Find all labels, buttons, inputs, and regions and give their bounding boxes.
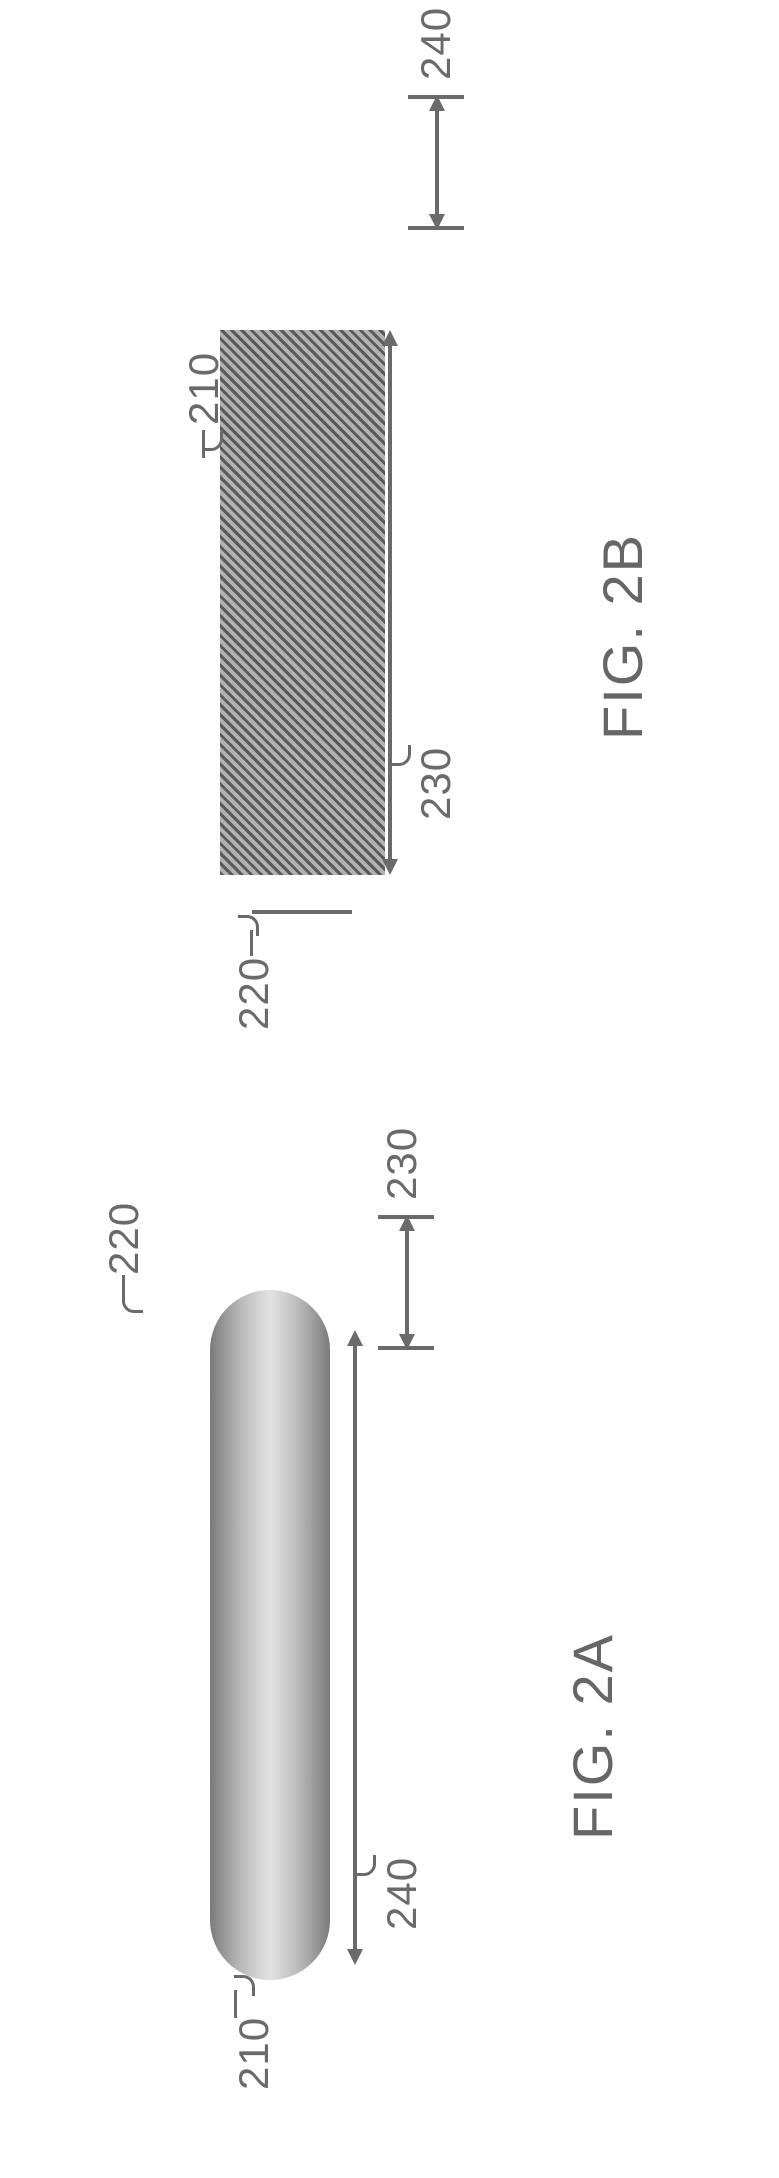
fig2b-label-220: 220 [230,957,278,1030]
fig2b-dim-230 [380,330,400,875]
fig2b-label-240: 240 [412,7,460,80]
fig2b-hook-230 [390,745,411,766]
fig2a-label-240: 240 [378,1857,426,1930]
fig2a-label-210: 210 [230,2017,278,2090]
fig2a-shape-210 [210,1290,330,1980]
fig2a-hook-220 [122,1292,143,1313]
fig2b-label-230: 230 [412,747,460,820]
fig2a-hook-240 [355,1855,376,1876]
fig2b-shape-210 [220,330,385,875]
fig2b-dim-220-bar [252,910,352,914]
fig2a-label-230: 230 [378,1127,426,1200]
fig2a-label-220: 220 [100,1202,148,1275]
fig2a-caption: FIG. 2A [560,1633,625,1840]
figure-2b: 210 220 230 240 FIG. 2B [0,0,779,1120]
fig2a-hook-210 [234,1975,255,1996]
fig2b-hook-220 [238,915,259,936]
fig2b-caption: FIG. 2B [590,533,655,740]
fig2b-dim-240 [427,95,447,230]
figure-2a: 210 220 240 230 FIG. 2A [0,1120,779,2178]
fig2b-label-210: 210 [180,352,228,425]
fig2a-dim-230 [397,1215,417,1350]
